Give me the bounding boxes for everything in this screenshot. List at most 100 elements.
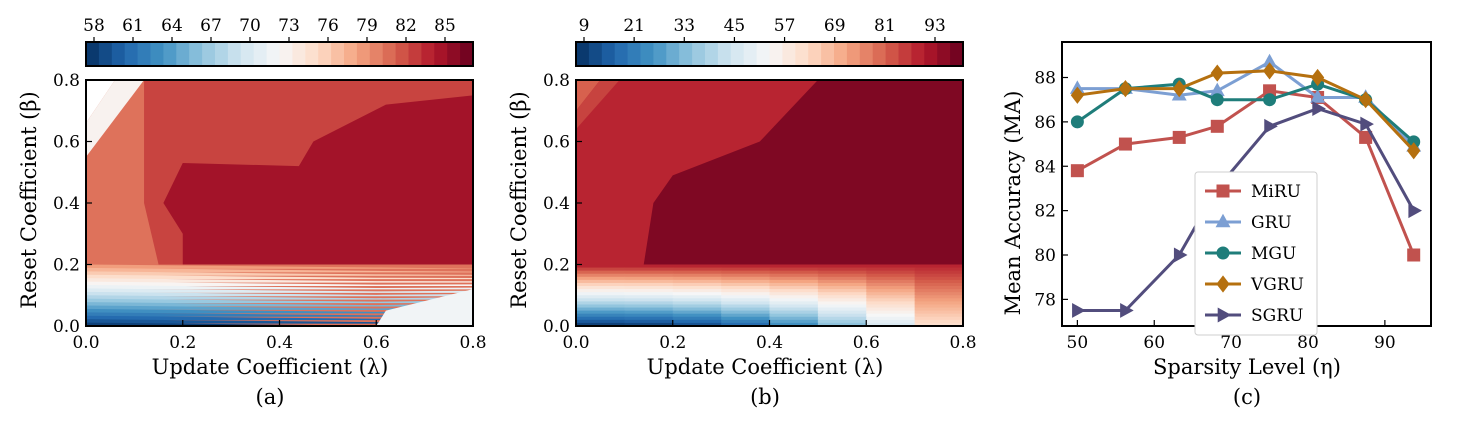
heatmap-b-cell [624,301,674,306]
colorbar-segment [227,42,242,66]
colorbar-segment [356,42,371,66]
heatmap-b-cell [624,304,674,309]
y-tick-label: 0.6 [53,133,80,153]
colorbar-tick-label: 81 [874,16,896,36]
colorbar-tick-label: 76 [317,16,339,36]
heatmap-b-cell [721,295,771,300]
heatmap-b-cell [769,301,819,306]
heatmap-a-strip [86,308,473,314]
colorbar-tick-label: 33 [673,16,695,36]
heatmap-b-cell [769,270,819,275]
heatmap-b-cell [624,273,674,278]
heatmap-b-cell [624,292,674,297]
heatmap-a-strip [86,274,473,280]
heatmap-b-cell [866,267,916,272]
heatmap-b-cell [576,273,626,278]
heatmap-b-cell [721,292,771,297]
data-point-marker [1310,68,1325,87]
data-point-marker [1217,307,1232,323]
colorbar-segment [898,42,912,66]
colorbar-segment [601,42,616,66]
heatmap-b-cell [914,276,964,281]
heatmap-b-cell [914,286,964,290]
heatmap-b-cell [914,292,964,297]
heatmap-b-cell [576,264,626,269]
heatmap-b-cell [769,298,819,303]
heatmap-b-cell [914,282,964,287]
line-chart-x-ticks: 50 60 70 80 90 [1067,320,1396,353]
colorbar-segment [653,42,667,66]
heatmap-b-cell [817,310,868,315]
heatmap-b-cell [672,270,722,275]
legend-label: SGRU [1251,306,1303,326]
heatmap-b-cell [817,289,868,293]
line-chart-y-ticks: 78 80 82 84 86 88 [1034,69,1068,310]
heatmap-b-cell [624,286,674,290]
heatmap-b-cell [866,307,916,312]
colorbar-segment [331,42,345,66]
data-point-marker [1070,86,1085,104]
heatmap-b-cell [624,264,674,269]
heatmap-b-cell [576,304,626,309]
colorbar-segment [240,42,255,66]
heatmap-b-cell [866,322,916,327]
heatmap-b-cell [721,273,771,278]
heatmap-b-cell [817,286,868,290]
heatmap-b-cell [817,276,868,281]
y-tick-label: 0.8 [53,71,80,91]
data-point-marker [1216,184,1230,198]
heatmap-b-cell [624,310,674,315]
heatmap-a-strip [86,271,473,276]
heatmap-b-cell [817,273,868,278]
heatmap-b-cell [817,319,868,324]
colorbar-segment [395,42,410,66]
y-tick-label: 0.4 [543,194,570,214]
heatmap-b-cell [866,316,916,321]
colorbar-segment [821,42,835,66]
colorbar-segment [576,42,590,66]
heatmap-b-cell [769,289,819,293]
heatmap-b-cell [624,316,674,321]
x-tick-label: 60 [1143,333,1165,353]
heatmap-b-cell [721,310,771,315]
heatmap-a-plot [85,79,474,327]
heatmap-a-strip [86,315,473,321]
colorbar-segment [98,42,113,66]
heatmap-a-ylabel: Reset Coefficient (β) [17,91,41,308]
colorbar-b-ticks: 9 21 33 45 57 69 81 93 [579,16,946,42]
heatmap-b-cell [624,289,674,293]
colorbar-b [575,41,964,67]
heatmap-b-cell [576,267,626,272]
data-point-marker [1210,64,1224,82]
heatmap-b-cell [914,289,964,293]
series-line [1076,89,1416,256]
line-chart-xlabel: Sparsity Level (η) [1153,355,1341,379]
heatmap-b-cell [672,289,722,293]
heatmap-b-cell [624,322,674,327]
heatmap-b-cell [914,307,964,312]
heatmap-b-cell [769,292,819,297]
colorbar-segment [369,42,384,66]
heatmap-b-cell [817,298,868,303]
colorbar-segment [253,42,268,66]
heatmap-a-strip [86,302,473,307]
heatmap-a-wedge [376,289,473,326]
heatmap-b-cell [576,295,626,300]
heatmap-b-cell [624,279,674,284]
colorbar-segment [137,42,152,66]
heatmap-b-cell [866,276,916,281]
heatmap-b-cell [914,301,964,306]
colorbar-tick-label: 69 [824,16,846,36]
heatmap-b-cell [624,270,674,275]
heatmap-b-cell [769,282,819,287]
heatmap-b-cell [672,267,722,272]
heatmap-b-x-ticks: 0.0 0.2 0.4 0.6 0.8 [562,320,977,353]
heatmap-b-cell [672,273,722,278]
colorbar-segment [614,42,629,66]
heatmap-b-cell [914,316,964,321]
heatmap-b-cell [769,319,819,324]
heatmap-b-cell [866,301,916,306]
colorbar-segment [176,42,190,66]
heatmap-b-cell [672,310,722,315]
heatmap-a-region-peak [163,95,473,265]
